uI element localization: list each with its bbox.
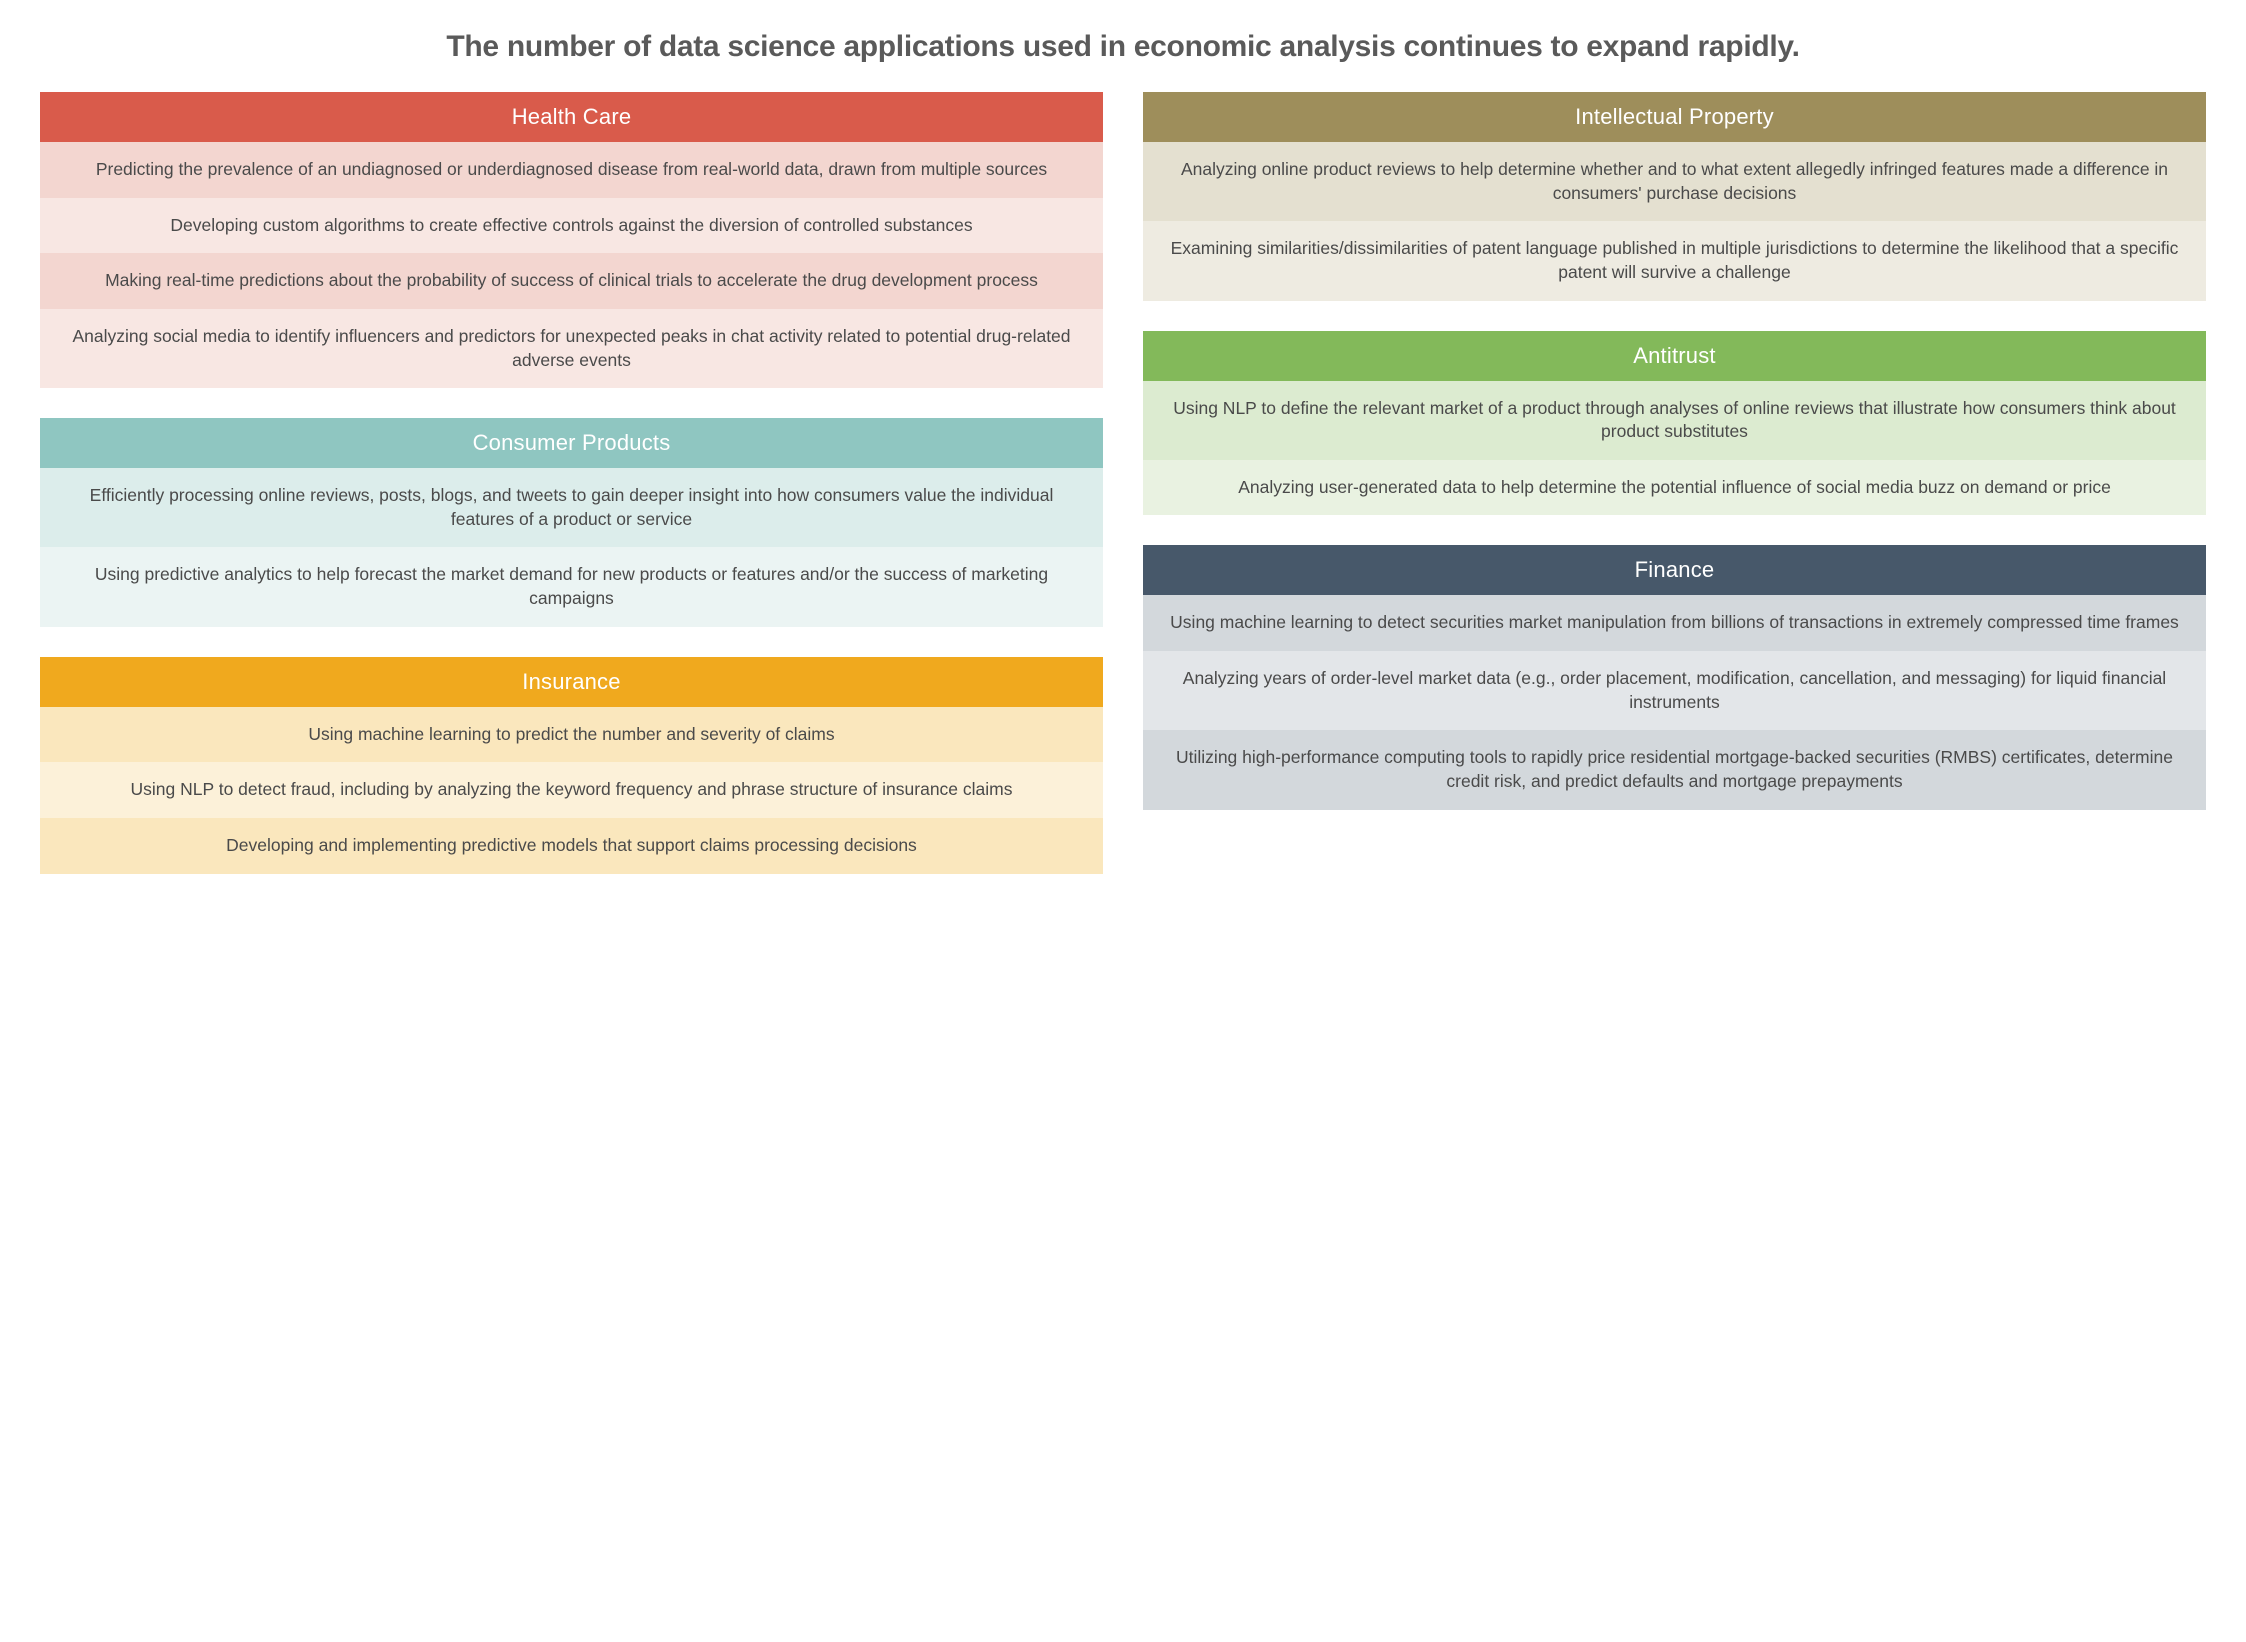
category-consumer-products: Consumer ProductsEfficiently processing … xyxy=(40,418,1103,627)
category-finance: FinanceUsing machine learning to detect … xyxy=(1143,545,2206,809)
category-item: Analyzing years of order-level market da… xyxy=(1143,651,2206,730)
category-header-antitrust: Antitrust xyxy=(1143,331,2206,381)
category-header-insurance: Insurance xyxy=(40,657,1103,707)
right-column: Intellectual PropertyAnalyzing online pr… xyxy=(1143,92,2206,874)
category-item: Using predictive analytics to help forec… xyxy=(40,547,1103,626)
left-column: Health CarePredicting the prevalence of … xyxy=(40,92,1103,874)
category-item: Developing and implementing predictive m… xyxy=(40,818,1103,874)
category-item: Utilizing high-performance computing too… xyxy=(1143,730,2206,809)
category-item: Using NLP to define the relevant market … xyxy=(1143,381,2206,460)
category-health-care: Health CarePredicting the prevalence of … xyxy=(40,92,1103,388)
category-intellectual-property: Intellectual PropertyAnalyzing online pr… xyxy=(1143,92,2206,301)
category-header-health-care: Health Care xyxy=(40,92,1103,142)
category-header-finance: Finance xyxy=(1143,545,2206,595)
category-header-consumer-products: Consumer Products xyxy=(40,418,1103,468)
category-header-intellectual-property: Intellectual Property xyxy=(1143,92,2206,142)
category-antitrust: AntitrustUsing NLP to define the relevan… xyxy=(1143,331,2206,516)
page-title: The number of data science applications … xyxy=(40,30,2206,64)
category-item: Predicting the prevalence of an undiagno… xyxy=(40,142,1103,198)
category-item: Using machine learning to detect securit… xyxy=(1143,595,2206,651)
category-item: Analyzing social media to identify influ… xyxy=(40,309,1103,388)
category-insurance: InsuranceUsing machine learning to predi… xyxy=(40,657,1103,874)
category-item: Examining similarities/dissimilarities o… xyxy=(1143,221,2206,300)
category-item: Developing custom algorithms to create e… xyxy=(40,198,1103,254)
category-item: Making real-time predictions about the p… xyxy=(40,253,1103,309)
category-item: Analyzing online product reviews to help… xyxy=(1143,142,2206,221)
columns-container: Health CarePredicting the prevalence of … xyxy=(40,92,2206,874)
category-item: Efficiently processing online reviews, p… xyxy=(40,468,1103,547)
category-item: Using NLP to detect fraud, including by … xyxy=(40,762,1103,818)
category-item: Using machine learning to predict the nu… xyxy=(40,707,1103,763)
category-item: Analyzing user-generated data to help de… xyxy=(1143,460,2206,516)
